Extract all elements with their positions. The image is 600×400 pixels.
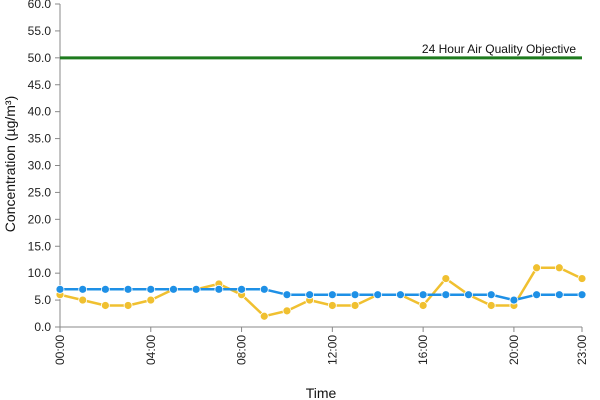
- y-tick-label: 0.0: [34, 320, 51, 334]
- data-point: [123, 284, 133, 294]
- data-point: [577, 274, 587, 283]
- series-0: [55, 263, 587, 321]
- data-point: [237, 284, 246, 294]
- x-tick-label: 16:00: [416, 335, 430, 365]
- y-tick-label: 25.0: [28, 185, 52, 199]
- data-point: [396, 290, 405, 300]
- data-point: [486, 290, 496, 300]
- y-tick-label: 5.0: [34, 293, 51, 307]
- y-tick-label: 45.0: [28, 78, 52, 92]
- x-axis: 00:00 04:00 08:00 12:00 16:00 20:00 23:00: [53, 326, 589, 365]
- y-tick-label: 35.0: [28, 132, 52, 146]
- data-point: [146, 284, 156, 294]
- data-point: [78, 284, 88, 294]
- data-point: [350, 301, 360, 310]
- data-point: [532, 290, 542, 300]
- series-layer: [55, 263, 587, 321]
- y-tick-label: 20.0: [28, 212, 52, 226]
- x-tick-label: 08:00: [235, 335, 249, 365]
- data-point: [169, 284, 178, 294]
- data-point: [441, 274, 451, 283]
- y-tick-label: 40.0: [28, 105, 52, 119]
- series-1: [55, 284, 587, 305]
- data-point: [259, 284, 269, 294]
- data-point: [123, 301, 133, 310]
- data-point: [486, 301, 496, 310]
- data-point: [554, 263, 564, 273]
- data-point: [350, 290, 360, 300]
- data-point: [100, 284, 110, 294]
- data-point: [532, 263, 542, 273]
- data-point: [259, 311, 269, 321]
- data-point: [146, 295, 156, 305]
- y-axis-label: Concentration (µg/m³): [2, 96, 18, 232]
- series-line: [60, 288, 582, 302]
- data-point: [78, 295, 88, 305]
- data-point: [305, 290, 315, 300]
- data-point: [418, 290, 428, 300]
- data-point: [55, 284, 65, 294]
- y-tick-label: 15.0: [28, 239, 52, 253]
- data-point: [191, 284, 201, 294]
- data-point: [214, 284, 224, 294]
- data-point: [509, 295, 519, 305]
- objective-line: 24 Hour Air Quality Objective: [60, 42, 582, 60]
- y-axis: 0.0 5.0 10.0 15.0 20.0 25.0 30.0 35.0 40.0 45.0 50…: [28, 0, 61, 334]
- data-point: [441, 290, 451, 300]
- y-tick-label: 10.0: [28, 266, 52, 280]
- data-point: [373, 290, 383, 300]
- data-point: [282, 306, 292, 316]
- data-point: [327, 301, 337, 310]
- x-tick-label: 12:00: [325, 335, 339, 365]
- x-tick-label: 20:00: [507, 335, 521, 365]
- x-axis-label: Time: [306, 385, 337, 400]
- data-point: [100, 301, 110, 310]
- y-tick-label: 50.0: [28, 51, 52, 65]
- series-line: [59, 266, 583, 318]
- data-point: [418, 301, 428, 310]
- data-point: [327, 290, 337, 300]
- data-point: [282, 290, 292, 300]
- data-point: [577, 290, 587, 300]
- x-tick-label: 23:00: [575, 335, 589, 365]
- x-tick-label: 00:00: [53, 335, 67, 365]
- y-tick-label: 55.0: [28, 24, 52, 38]
- y-tick-label: 60.0: [28, 0, 52, 11]
- data-point: [554, 290, 564, 300]
- x-tick-label: 04:00: [144, 335, 158, 365]
- objective-label: 24 Hour Air Quality Objective: [422, 42, 576, 56]
- data-point: [464, 290, 473, 300]
- y-tick-label: 30.0: [28, 159, 52, 173]
